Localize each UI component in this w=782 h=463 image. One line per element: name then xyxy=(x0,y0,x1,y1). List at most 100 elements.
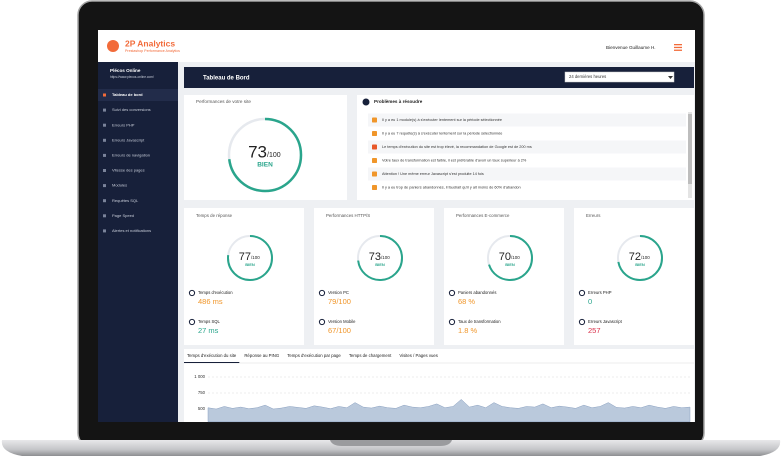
metric-icon xyxy=(188,318,196,326)
menu-icon xyxy=(103,108,106,112)
gauge-rating: BIEN xyxy=(635,262,645,267)
gauge-arc xyxy=(487,235,533,281)
menu-item[interactable]: Tableau de bord xyxy=(112,92,143,97)
sidebar xyxy=(98,62,178,422)
problem-row xyxy=(368,127,686,140)
menu-item[interactable]: Erreurs Javascript xyxy=(112,137,145,142)
problems-icon xyxy=(362,98,370,106)
chart-tab[interactable]: Temps de chargement xyxy=(349,353,392,358)
menu-icon xyxy=(103,93,106,97)
menu-icon xyxy=(103,229,106,233)
gauge-arc xyxy=(227,117,303,193)
y-tick-label: 750 xyxy=(198,390,206,395)
problem-icon xyxy=(372,158,377,163)
gauge-rating: BIEN xyxy=(257,162,273,169)
gauge-rating: BIEN xyxy=(505,262,515,267)
metric-label: Version PC xyxy=(328,290,349,295)
period-select[interactable] xyxy=(564,71,675,83)
gauge-score: 73 xyxy=(248,142,267,161)
problem-icon xyxy=(372,117,377,123)
gauge-arc xyxy=(617,235,663,281)
metric-value: 486 ms xyxy=(198,297,223,306)
problem-row xyxy=(368,167,686,181)
metric-label: Paniers abandonnés xyxy=(458,290,496,295)
shop-name: Plécos Online xyxy=(110,68,141,73)
problem-text[interactable]: Votre taux de transformation est faible,… xyxy=(382,159,527,163)
menu-item[interactable]: Erreurs PHP xyxy=(112,122,135,127)
menu-icon xyxy=(103,123,106,127)
problem-row xyxy=(368,140,686,154)
metric-label: Erreurs PHP xyxy=(588,290,612,295)
chart-tab[interactable]: Temps d'exécution du site xyxy=(187,353,237,358)
problem-text[interactable]: Attention ! Une même erreur Javascript s… xyxy=(382,172,484,176)
menu-item[interactable]: Requêtes SQL xyxy=(112,198,139,203)
gauge-arc xyxy=(227,235,273,281)
menu-item[interactable]: Suivi des conversions xyxy=(112,107,151,112)
metric-card xyxy=(184,208,304,345)
metric-card xyxy=(574,208,694,345)
metric-value: 27 ms xyxy=(198,326,219,335)
metric-value: 68 % xyxy=(458,297,475,306)
problem-text[interactable]: Il y a eu 1 module(s) à s'exécuter lente… xyxy=(382,118,502,122)
menu-item[interactable]: Modules xyxy=(112,183,127,188)
menu-icon xyxy=(103,199,106,203)
menu-item[interactable]: Page Speed xyxy=(112,213,134,218)
gauge-max: /100 xyxy=(381,255,390,260)
metric-icon xyxy=(318,318,326,326)
menu-icon xyxy=(103,138,106,142)
problem-row xyxy=(368,181,686,194)
chart-tab[interactable]: Visites / Pages vues xyxy=(399,353,438,358)
metric-icon xyxy=(448,318,456,326)
metric-icon xyxy=(448,289,456,297)
metric-icon xyxy=(578,289,586,297)
y-tick-label: 500 xyxy=(198,406,206,411)
menu-icon xyxy=(103,169,106,172)
laptop-base xyxy=(1,440,781,456)
metric-icon xyxy=(188,289,196,297)
problem-text[interactable]: Il y a eu 7 requête(s) à s'exécuter lent… xyxy=(382,132,502,136)
problem-text[interactable]: Il y a eu trop de paniers abandonnés, il… xyxy=(382,186,521,190)
gauge-max: /100 xyxy=(641,255,650,260)
base-notch xyxy=(330,440,452,446)
period[interactable]: 24 dernières heures xyxy=(569,74,606,79)
card-title: Performances HTTP/S xyxy=(326,213,370,218)
gauge-max: /100 xyxy=(267,152,281,159)
menu-item[interactable]: Vitesse des pages xyxy=(112,168,145,173)
problem-row xyxy=(368,113,686,127)
problem-icon xyxy=(372,131,377,136)
toolbar-title: Tableau de Bord xyxy=(203,76,250,82)
metric-label: Temps SQL xyxy=(198,319,221,324)
site-performance-card xyxy=(184,95,347,200)
problem-text[interactable]: Le temps d'exécution du site est trop él… xyxy=(382,145,532,149)
tagline: Prestashop Performance Analytics xyxy=(125,49,180,53)
area xyxy=(207,399,691,423)
menu-item[interactable]: Erreurs de navigation xyxy=(112,152,150,157)
brand: 2P Analytics xyxy=(125,38,175,48)
menu-toggle[interactable] xyxy=(674,44,682,51)
menu-icon xyxy=(103,153,106,157)
metric-label: Version Mobile xyxy=(328,319,356,324)
gauge-score: 73 xyxy=(369,251,381,263)
welcome: Bienvenue Guillaume H. xyxy=(606,45,656,50)
gauge-score: 77 xyxy=(239,251,251,263)
chart-tab[interactable]: Réponse au PING xyxy=(244,353,280,358)
metric-icon xyxy=(318,289,326,297)
metric-card xyxy=(444,208,564,345)
metric-label: Taux de transformation xyxy=(458,319,501,324)
metric-icon xyxy=(578,318,586,326)
problem-icon xyxy=(372,171,377,177)
metric-value: 257 xyxy=(588,326,601,335)
gauge-rating: BIEN xyxy=(245,262,255,267)
card-title: Temps de réponse xyxy=(196,213,233,218)
card-title: Erreurs xyxy=(586,213,601,218)
metric-value: 79/100 xyxy=(328,297,351,306)
gauge-score: 70 xyxy=(499,251,511,263)
metric-label: Erreurs Javascript xyxy=(588,319,623,324)
card-title: Performances E-commerce xyxy=(456,213,510,218)
chart-tab[interactable]: Temps d'exécution par page xyxy=(287,353,341,358)
problem-icon xyxy=(372,144,377,150)
gauge-max: /100 xyxy=(251,255,260,260)
gauge-rating: BIEN xyxy=(375,262,385,267)
menu-item[interactable]: Alertes et notifications xyxy=(112,228,151,233)
